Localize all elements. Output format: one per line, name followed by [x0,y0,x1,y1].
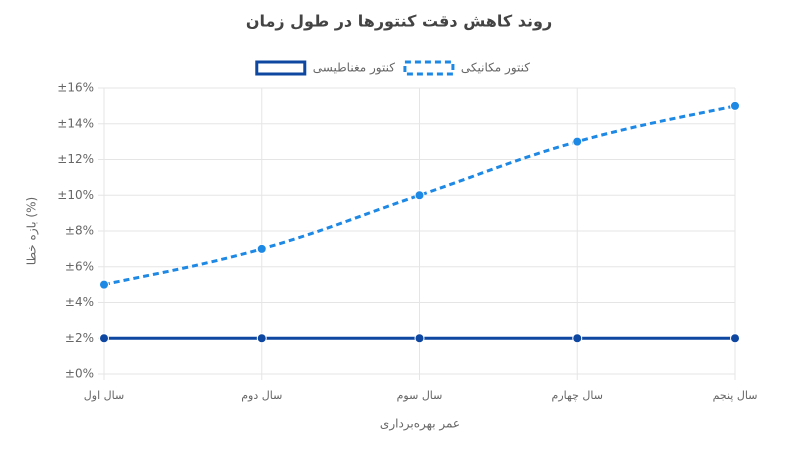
legend-label: کنتور مغناطیسی [313,61,395,76]
x-tick-label: سال چهارم [552,389,603,402]
y-tick-label: ±12% [57,152,94,166]
x-tick-label: سال دوم [241,389,282,402]
x-tick-label: سال اول [84,389,124,402]
x-axis-title: عمر بهره‌برداری [380,417,460,432]
y-tick-label: ±4% [65,295,94,309]
y-tick-label: ±6% [65,259,94,273]
data-point [414,333,425,344]
legend-swatch [255,60,307,76]
data-point [730,100,740,111]
data-point [99,333,109,344]
series-line [103,104,736,287]
legend-swatch [403,60,455,76]
x-tick-label: سال سوم [397,389,443,402]
y-tick-label: ±10% [57,188,94,202]
y-tick-label: ±14% [57,116,94,130]
data-point [414,190,425,201]
y-tick-label: ±0% [65,367,94,381]
data-point [572,136,583,147]
chart-title: روند کاهش دقت کنتورها در طول زمان [246,12,552,31]
y-tick-label: ±2% [65,331,94,345]
data-point [256,243,267,254]
data-point [99,279,109,290]
data-point [730,333,740,344]
y-tick-label: ±8% [65,224,94,238]
y-tick-label: ±16% [57,81,94,95]
y-axis-title: بازه خطا (%) [25,197,40,265]
legend-label: کنتور مکانیکی [461,61,530,76]
x-tick-label: سال پنجم [713,389,758,402]
data-point [256,333,267,344]
data-point [572,333,583,344]
